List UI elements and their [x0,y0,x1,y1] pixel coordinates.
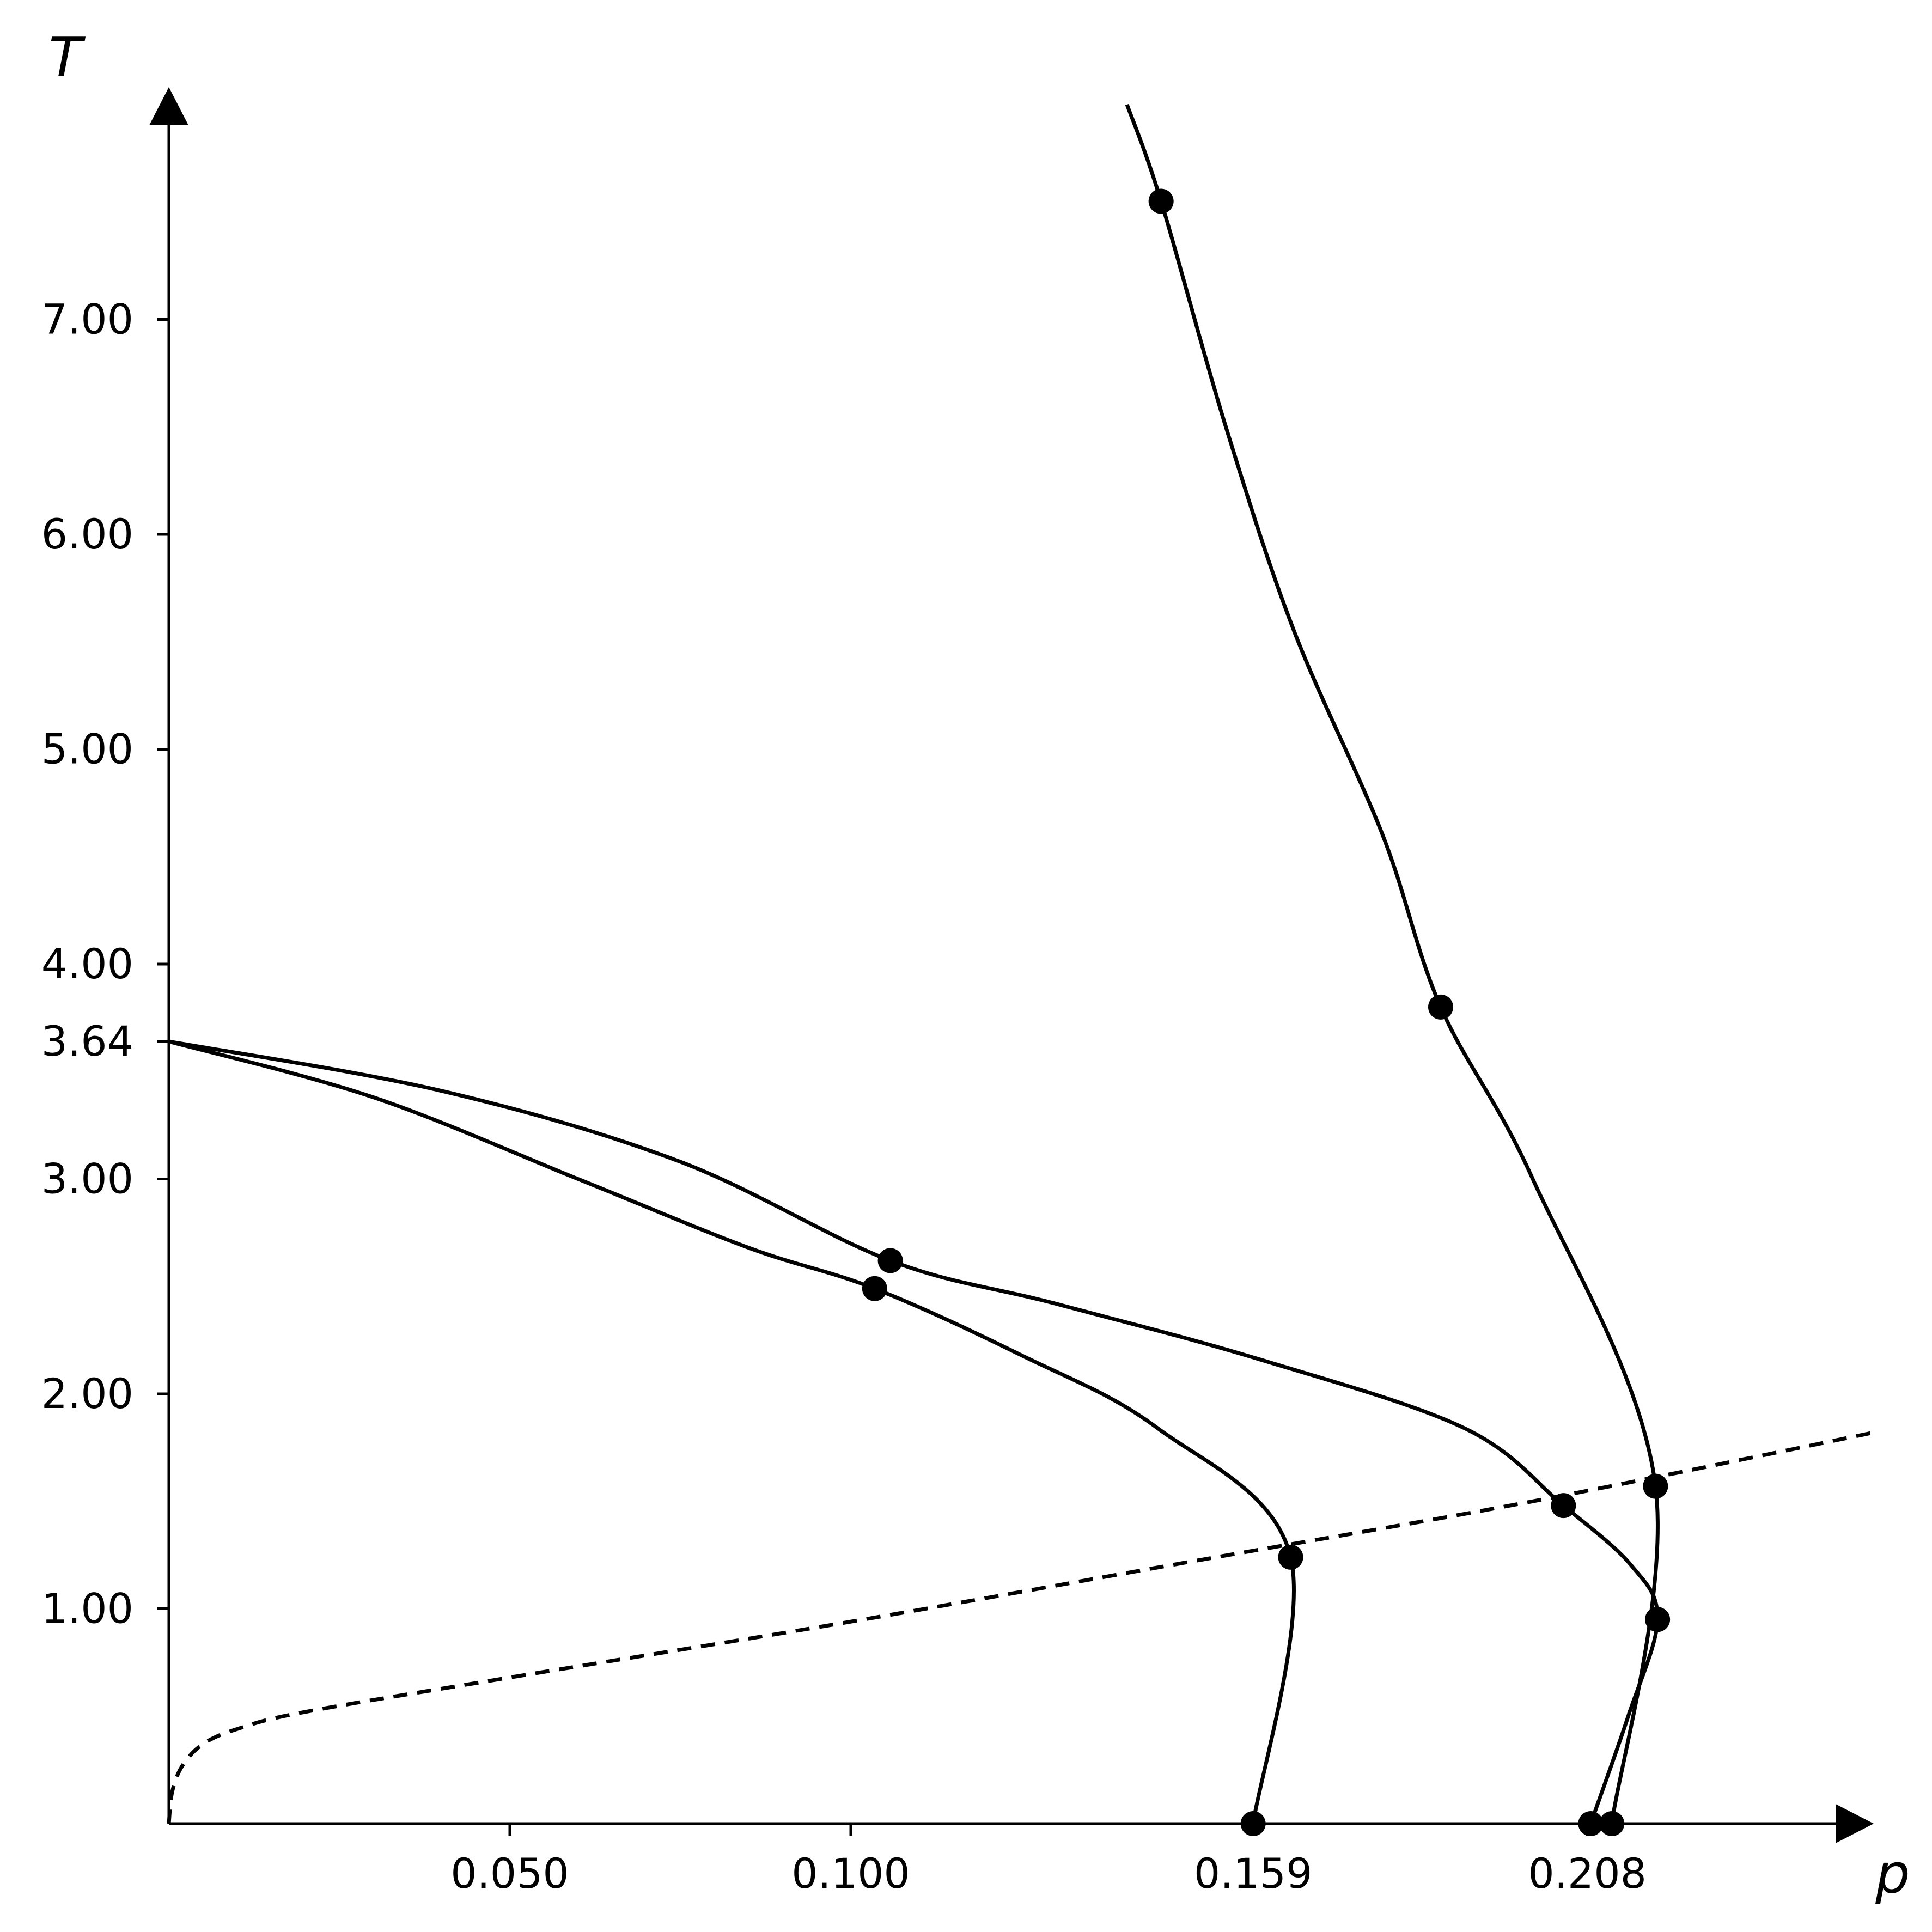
ticks-layer: 0.050 0.100 0.159 0.208 1.00 2.00 3.00 3.64 4.00… [41,295,1647,1898]
data-point [1551,1493,1576,1519]
y-axis-label: T [48,26,86,89]
x-tick-label: 0.159 [1194,1849,1313,1898]
data-point [862,1276,887,1301]
y-tick-label: 1.00 [41,1584,133,1633]
data-point [1148,188,1174,214]
series-layer [167,103,1874,1825]
data-point [1599,1811,1625,1836]
y-tick-label: 5.00 [41,725,133,773]
data-point [1578,1811,1604,1836]
x-tick-label: 0.050 [450,1849,569,1898]
y-axis-arrow [149,87,188,125]
x-tick-label: 0.100 [791,1849,910,1898]
data-point [877,1248,903,1273]
axes-layer [149,87,1874,1843]
y-tick-label: 7.00 [41,295,133,344]
data-point [1278,1544,1303,1570]
y-tick-label: 6.00 [41,510,133,558]
series-line-3 [1125,103,1660,1824]
x-axis-label: p [1875,1842,1910,1906]
dashed-series-line-4 [167,1430,1874,1824]
y-tick-label: 2.00 [41,1369,133,1418]
y-tick-label: 3.00 [41,1155,133,1203]
series-line-1 [168,1039,1296,1824]
y-tick-label: 3.64 [41,1017,133,1065]
data-point [1645,1607,1671,1632]
series-line-2 [168,1039,1660,1825]
y-tick-label: 4.00 [41,940,133,988]
x-axis-arrow [1836,1804,1874,1843]
x-tick-label: 0.208 [1528,1849,1647,1898]
data-point [1643,1473,1668,1499]
data-point [1428,994,1453,1020]
points-layer [862,188,1671,1836]
data-point [1240,1811,1266,1836]
